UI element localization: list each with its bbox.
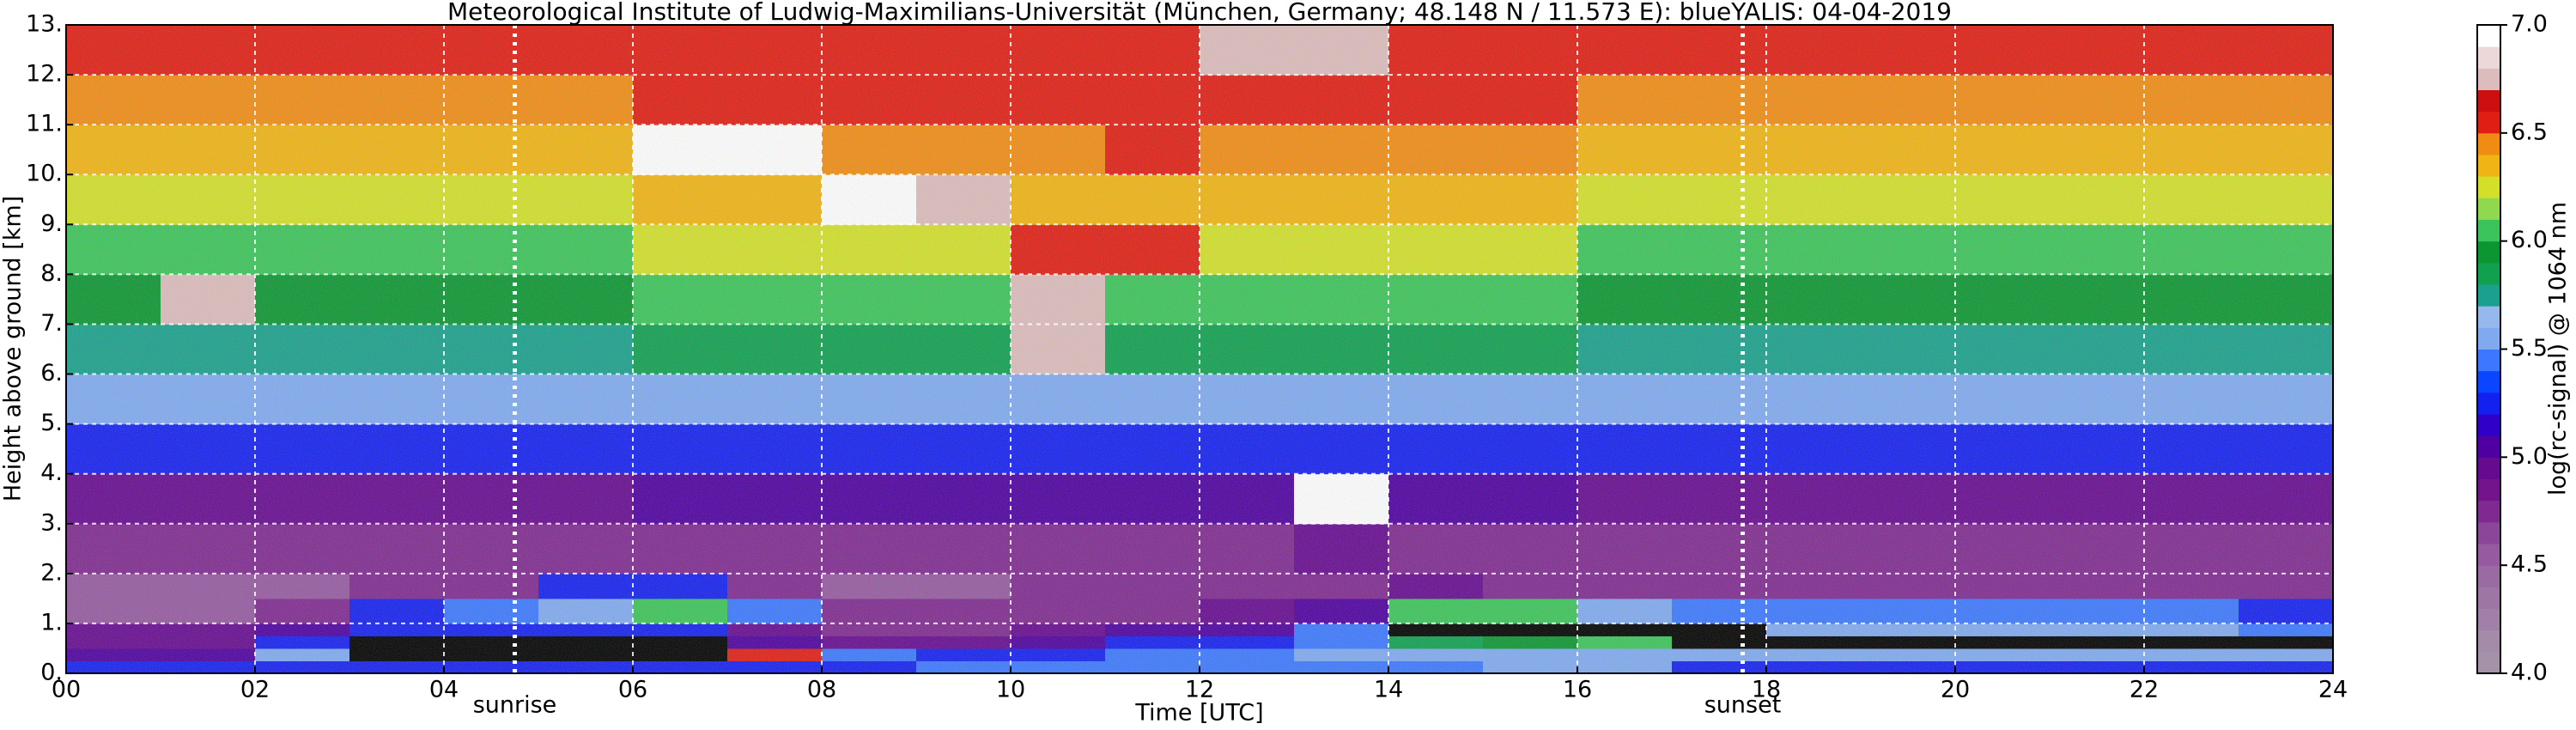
- x-tick-label: 24: [2318, 677, 2348, 703]
- x-tick-label: 12: [1185, 677, 1214, 703]
- colorbar-swatch: [2477, 89, 2500, 113]
- colorbar-swatch: [2477, 262, 2500, 285]
- colorbar-swatch: [2477, 565, 2500, 587]
- colorbar-swatch: [2477, 240, 2500, 264]
- x-tick-label: 02: [240, 677, 270, 703]
- colorbar-swatch: [2477, 544, 2500, 566]
- colorbar-label: log(rc-signal) @ 1064 nm: [2545, 202, 2572, 496]
- y-tick-label: 8.: [40, 260, 63, 287]
- colorbar-swatch: [2477, 457, 2500, 479]
- colorbar-tick-label: 4.5: [2511, 551, 2548, 578]
- colorbar-swatch: [2477, 478, 2500, 502]
- x-tick-label: 06: [618, 677, 647, 703]
- colorbar-swatch: [2477, 306, 2500, 328]
- x-tick-label: 18: [1752, 677, 1781, 703]
- y-tick-label: 13.: [26, 11, 63, 38]
- x-tick-label: 22: [2129, 677, 2159, 703]
- annotation-label: sunrise: [473, 692, 557, 719]
- x-tick-label: 00: [52, 677, 81, 703]
- y-tick-label: 9.: [40, 210, 63, 237]
- colorbar-swatch: [2477, 25, 2500, 47]
- colorbar-swatch: [2477, 414, 2500, 436]
- colorbar-swatch: [2477, 349, 2500, 372]
- y-tick-label: 11.: [26, 111, 63, 137]
- annotation-label: sunset: [1704, 692, 1782, 719]
- x-tick-label: 08: [807, 677, 836, 703]
- colorbar-swatch: [2477, 392, 2500, 415]
- colorbar-tick-label: 5.5: [2511, 335, 2548, 362]
- chart-title: Meteorological Institute of Ludwig-Maxim…: [447, 0, 1952, 26]
- colorbar-tick-label: 4.0: [2511, 660, 2548, 686]
- colorbar-tick-label: 7.0: [2511, 11, 2548, 38]
- x-tick-label: 10: [996, 677, 1025, 703]
- x-axis-label: Time [UTC]: [1134, 700, 1263, 727]
- colorbar-swatch: [2477, 435, 2500, 458]
- y-tick-label: 12.: [26, 61, 63, 88]
- x-tick-label: 04: [429, 677, 459, 703]
- x-tick-label: 20: [1941, 677, 1970, 703]
- y-tick-label: 7.: [40, 310, 63, 337]
- y-tick-label: 2.: [40, 559, 63, 586]
- noise-texture: [66, 25, 2333, 673]
- colorbar-swatch: [2477, 587, 2500, 609]
- y-tick-label: 0.: [40, 660, 63, 686]
- colorbar-swatch: [2477, 155, 2500, 177]
- x-tick-label: 16: [1563, 677, 1592, 703]
- y-tick-label: 5.: [40, 410, 63, 436]
- y-axis-label: Height above ground [km]: [0, 196, 27, 502]
- colorbar-tick-label: 6.0: [2511, 227, 2548, 253]
- colorbar-swatch: [2477, 370, 2500, 393]
- colorbar-swatch: [2477, 111, 2500, 134]
- colorbar-swatch: [2477, 176, 2500, 198]
- colorbar-swatch: [2477, 521, 2500, 544]
- colorbar-swatch: [2477, 608, 2500, 631]
- colorbar-swatch: [2477, 327, 2500, 350]
- colorbar: 4.0 4.5 5.0 5.5 6.0 6.5 7.0: [2476, 11, 2548, 686]
- y-tick-label: 4.: [40, 459, 63, 486]
- y-tick-label: 10.: [26, 161, 63, 187]
- colorbar-swatch: [2477, 219, 2500, 242]
- y-tick-label: 1.: [40, 609, 63, 636]
- colorbar-swatch: [2477, 630, 2500, 653]
- x-tick-label: 14: [1374, 677, 1403, 703]
- y-tick-label: 6.: [40, 360, 63, 386]
- colorbar-swatch: [2477, 500, 2500, 523]
- colorbar-swatch: [2477, 46, 2500, 69]
- colorbar-swatch: [2477, 284, 2500, 307]
- colorbar-swatch: [2477, 132, 2500, 155]
- colorbar-swatch: [2477, 198, 2500, 220]
- y-tick-label: 3.: [40, 509, 63, 536]
- colorbar-tick-label: 6.5: [2511, 119, 2548, 145]
- colorbar-swatch: [2477, 68, 2500, 90]
- colorbar-swatch: [2477, 651, 2500, 674]
- colorbar-tick-label: 5.0: [2511, 443, 2548, 470]
